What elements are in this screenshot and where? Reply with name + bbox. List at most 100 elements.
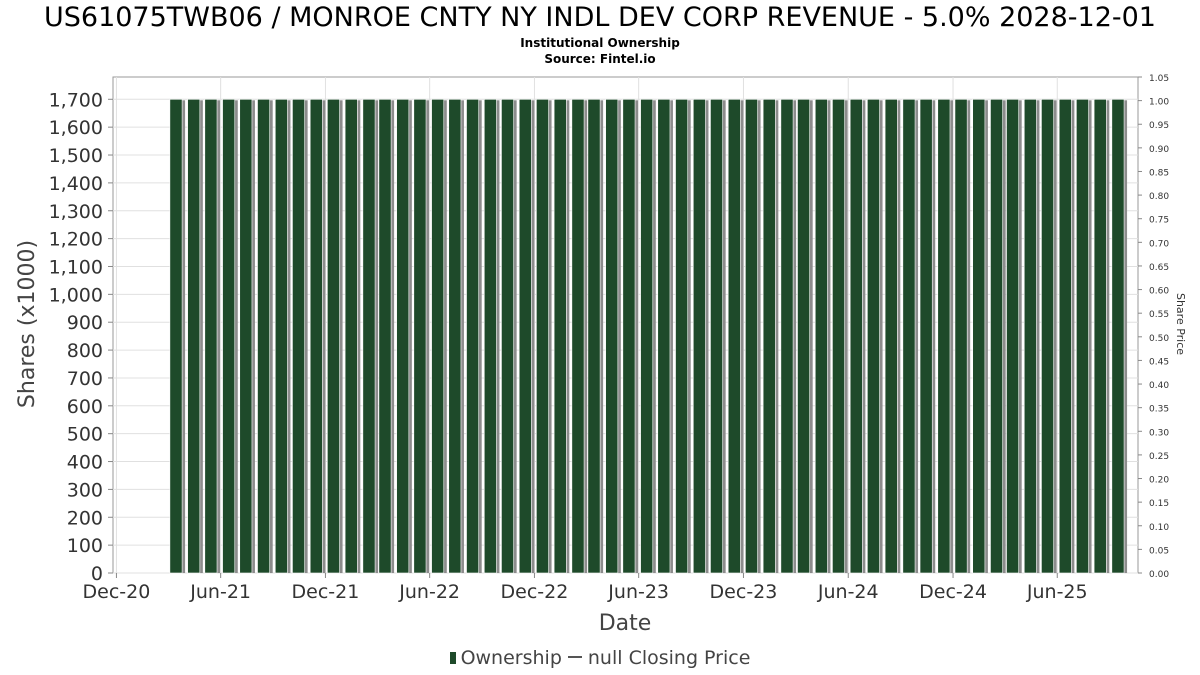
ownership-bar	[832, 98, 845, 574]
ownership-bar	[1041, 98, 1054, 574]
ownership-bar	[780, 98, 794, 574]
y-tick-label: 1,100	[49, 256, 103, 278]
y2-tick-label: 0.35	[1149, 405, 1169, 415]
y-axis-label: Shares (x1000)	[15, 240, 40, 408]
y2-tick-label: 0.05	[1149, 546, 1169, 556]
y2-tick-label: 0.75	[1149, 216, 1169, 226]
y2-tick-label: 0.55	[1149, 310, 1169, 320]
y-tick-label: 1,700	[49, 89, 103, 111]
ownership-bar	[1023, 98, 1037, 574]
y-tick-label: 0	[91, 563, 103, 585]
ownership-chart: 0 100 200 300 400 500 600 700 800 900 1,000 1,100 1,…	[15, 74, 1187, 636]
y-tick-label: 300	[67, 479, 103, 501]
ownership-bar	[518, 98, 532, 574]
y2-tick-label: 0.20	[1149, 476, 1169, 486]
y2-tick-label: 1.00	[1149, 98, 1169, 108]
ownership-bar	[571, 98, 585, 574]
y2-tick-label: 1.05	[1149, 74, 1169, 84]
ownership-bar	[292, 98, 305, 574]
y-tick-label: 900	[67, 312, 103, 334]
y2-tick-label: 0.65	[1149, 263, 1169, 273]
x-tick-label: Jun-22	[398, 581, 460, 603]
ownership-bar	[972, 98, 986, 574]
ownership-bar	[257, 98, 271, 574]
y-tick-label: 700	[67, 368, 103, 390]
x-tick-label: Dec-24	[919, 581, 987, 603]
y-tick-label: 1,500	[49, 145, 103, 167]
x-tick-label: Jun-21	[189, 581, 251, 603]
ownership-bar	[657, 98, 671, 574]
y-tick-label: 1,400	[49, 173, 103, 195]
ownership-bar	[587, 98, 601, 574]
y2-tick-label: 0.40	[1149, 381, 1169, 391]
y2-tick-label: 0.80	[1149, 192, 1169, 202]
ownership-bar	[814, 98, 828, 574]
x-tick-label: Dec-23	[710, 581, 778, 603]
ownership-bar	[1076, 98, 1089, 574]
ownership-bar	[1058, 98, 1072, 574]
ownership-bar	[378, 98, 392, 574]
y2-tick-label: 0.00	[1149, 570, 1169, 580]
ownership-bar	[501, 98, 514, 574]
ownership-bar	[222, 98, 236, 574]
ownership-bar	[553, 98, 567, 574]
ownership-bar	[1093, 98, 1107, 574]
ownership-bar	[710, 98, 723, 574]
legend-ownership-label: Ownership	[460, 647, 562, 669]
y2-tick-label: 0.25	[1149, 452, 1169, 462]
ownership-bar	[431, 98, 445, 574]
ownership-bar	[640, 98, 654, 574]
chart-source: Source: Fintel.io	[544, 52, 656, 66]
legend: Ownership null Closing Price	[0, 647, 1200, 669]
ownership-bar	[274, 98, 288, 574]
bars-layer	[169, 98, 1128, 574]
y-tick-label: 800	[67, 340, 103, 362]
y-tick-label: 600	[67, 396, 103, 418]
chart-title: US61075TWB06 / MONROE CNTY NY INDL DEV C…	[44, 2, 1156, 33]
x-tick-label: Dec-21	[292, 581, 360, 603]
price-legend-line	[567, 656, 582, 658]
ownership-bar	[1006, 98, 1019, 574]
ownership-bar	[344, 98, 358, 574]
ownership-bar	[204, 98, 218, 574]
ownership-bar	[1111, 98, 1125, 574]
x-tick-label: Jun-23	[607, 581, 669, 603]
ownership-bar	[902, 98, 916, 574]
y-tick-label: 200	[67, 507, 103, 529]
ownership-bar	[954, 98, 968, 574]
ownership-bar	[187, 98, 201, 574]
ownership-bar	[448, 98, 462, 574]
ownership-bar	[919, 98, 933, 574]
x-tick-label: Dec-22	[501, 581, 569, 603]
y2-tick-label: 0.85	[1149, 168, 1169, 178]
ownership-bar	[169, 98, 183, 574]
ownership-bar	[990, 98, 1003, 574]
ownership-bar	[413, 98, 427, 574]
y-tick-label: 1,300	[49, 201, 103, 223]
x-tick-label: Dec-20	[83, 581, 151, 603]
y2-tick-label: 0.60	[1149, 287, 1169, 297]
y-tick-label: 1,000	[49, 284, 103, 306]
ownership-bar	[762, 98, 776, 574]
y2-tick-label: 0.70	[1149, 239, 1169, 249]
y-tick-label: 100	[67, 535, 103, 557]
ownership-bar	[605, 98, 619, 574]
y2-axis-label: Share Price	[1174, 293, 1187, 355]
y-tick-label: 500	[67, 424, 103, 446]
y2-axis: 0.00 0.05 0.10 0.15 0.20 0.25 0.30 0.35 0.40 0.45…	[1138, 74, 1169, 580]
ownership-bar	[362, 98, 376, 574]
x-tick-label: Jun-25	[1026, 581, 1088, 603]
y2-tick-label: 0.10	[1149, 523, 1169, 533]
ownership-bar	[327, 98, 340, 574]
ownership-bar	[483, 98, 497, 574]
y2-tick-label: 0.15	[1149, 499, 1169, 509]
y2-tick-label: 0.95	[1149, 121, 1169, 131]
ownership-bar	[745, 98, 758, 574]
y2-tick-label: 0.30	[1149, 428, 1169, 438]
ownership-bar	[884, 98, 898, 574]
legend-price-label: null Closing Price	[587, 647, 751, 669]
x-axis-label: Date	[599, 611, 652, 636]
ownership-bar	[239, 98, 253, 574]
y-tick-label: 1,200	[49, 229, 103, 251]
y-tick-label: 1,600	[49, 117, 103, 139]
